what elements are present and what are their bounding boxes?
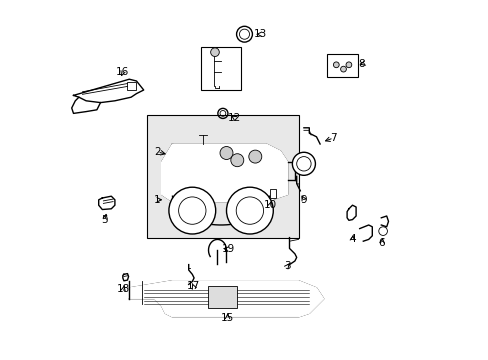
Text: 11: 11 — [203, 69, 216, 79]
Text: 14: 14 — [226, 68, 239, 78]
Text: 9: 9 — [300, 195, 306, 205]
Text: 13: 13 — [254, 29, 267, 39]
Circle shape — [346, 62, 351, 68]
Circle shape — [333, 62, 339, 68]
Text: 5: 5 — [102, 215, 108, 225]
FancyBboxPatch shape — [147, 115, 298, 238]
Text: 19: 19 — [221, 244, 234, 254]
Text: 12: 12 — [227, 113, 241, 123]
Text: 10: 10 — [264, 200, 276, 210]
Circle shape — [292, 152, 315, 175]
Bar — [127, 82, 136, 90]
Text: 1: 1 — [153, 195, 160, 205]
Text: 15: 15 — [221, 312, 234, 323]
Text: 3: 3 — [284, 261, 290, 271]
Circle shape — [248, 150, 261, 163]
Text: 17: 17 — [186, 281, 200, 291]
Text: 6: 6 — [378, 238, 385, 248]
Polygon shape — [129, 281, 323, 317]
Circle shape — [210, 48, 219, 57]
Text: 2: 2 — [154, 147, 161, 157]
Text: 4: 4 — [348, 234, 355, 244]
Text: 18: 18 — [117, 284, 130, 294]
Bar — [326, 54, 357, 77]
Text: 16: 16 — [116, 67, 129, 77]
Text: 7: 7 — [330, 133, 336, 143]
Bar — [201, 47, 241, 90]
Bar — [208, 286, 237, 308]
Circle shape — [226, 187, 273, 234]
Text: 8: 8 — [358, 59, 365, 69]
Polygon shape — [162, 144, 287, 202]
Circle shape — [220, 147, 232, 159]
Circle shape — [168, 187, 215, 234]
Bar — [269, 189, 276, 198]
Circle shape — [340, 66, 346, 72]
Circle shape — [230, 154, 244, 167]
